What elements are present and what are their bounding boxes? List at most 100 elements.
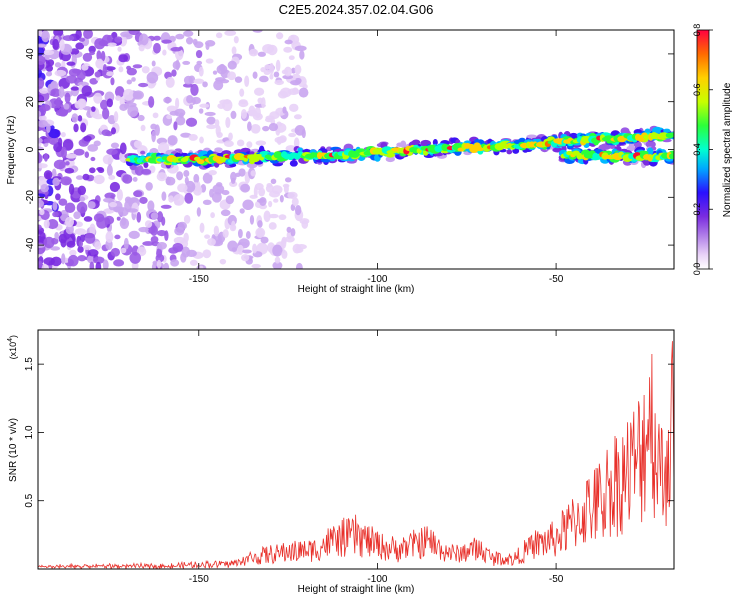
heatmap-blob (51, 168, 57, 178)
heatmap-blob (174, 200, 181, 206)
heatmap-blob (46, 218, 59, 230)
heatmap-blob (138, 82, 149, 88)
heatmap-blob (138, 226, 149, 233)
heatmap-blob (161, 191, 167, 201)
snr-series-line (38, 341, 674, 569)
snr-y-label: SNR (10 * v/v) (8, 418, 19, 482)
heatmap-y-tick-label: -20 (25, 190, 36, 205)
heatmap-blob (59, 39, 65, 52)
heatmap-blob (102, 64, 108, 76)
heatmap-blob (212, 70, 218, 75)
heatmap-blob (54, 69, 67, 77)
heatmap-blob (93, 113, 104, 120)
heatmap-blob (69, 249, 77, 256)
heatmap-blob (252, 243, 258, 254)
heatmap-blob (266, 44, 278, 56)
heatmap-blob (50, 246, 61, 251)
heatmap-blob (240, 183, 251, 193)
heatmap-blob (274, 79, 284, 86)
heatmap-ridge-blob (526, 134, 538, 139)
heatmap-blob (55, 97, 62, 109)
heatmap-blob (53, 159, 66, 170)
heatmap-blob (152, 112, 159, 119)
heatmap-blob (223, 140, 234, 148)
heatmap-blob (43, 219, 50, 229)
heatmap-blob (93, 92, 103, 104)
heatmap-blob (294, 204, 302, 216)
heatmap-blob (66, 240, 76, 248)
heatmap-blob (124, 196, 132, 204)
heatmap-blob (165, 176, 176, 186)
heatmap-blob (233, 35, 239, 44)
heatmap-ridge-blob (626, 145, 636, 152)
heatmap-blob (269, 73, 274, 80)
heatmap-blob (144, 220, 153, 228)
heatmap-blob (142, 241, 155, 246)
heatmap-blob (219, 99, 231, 105)
heatmap-blob (48, 128, 60, 139)
heatmap-blob (89, 167, 96, 174)
heatmap-blob (194, 41, 204, 49)
heatmap-blob (183, 214, 191, 224)
heatmap-blob (75, 30, 82, 40)
colorbar-tick-label: 0.6 (692, 83, 702, 96)
heatmap-blob (73, 148, 85, 156)
heatmap-blob (244, 75, 250, 88)
heatmap-blob (52, 211, 59, 218)
heatmap-blob (38, 224, 42, 230)
heatmap-blob (106, 148, 118, 155)
heatmap-blob (191, 96, 201, 105)
heatmap-blob (38, 230, 43, 235)
heatmap-blob (93, 213, 105, 223)
heatmap-blob (186, 249, 197, 258)
heatmap-blob (79, 196, 86, 202)
heatmap-blob (58, 86, 65, 98)
heatmap-blob (129, 251, 142, 264)
heatmap-blob (271, 185, 283, 195)
heatmap-blob (114, 36, 123, 43)
heatmap-blob (179, 112, 184, 119)
heatmap-blob (153, 35, 162, 41)
snr-y-tick-label: 0.5 (24, 493, 35, 507)
heatmap-blob (198, 66, 204, 77)
heatmap-blob (145, 182, 153, 191)
heatmap-blob (64, 92, 71, 104)
heatmap-blob (283, 66, 293, 77)
heatmap-x-tick-label: -100 (367, 274, 387, 285)
heatmap-blob (166, 105, 178, 113)
heatmap-blob (175, 97, 180, 110)
heatmap-blob (153, 42, 161, 54)
heatmap-blob (140, 124, 146, 132)
heatmap-blob (58, 233, 67, 244)
heatmap-blob (119, 151, 126, 163)
heatmap-blob (227, 71, 237, 81)
heatmap-blob (176, 171, 184, 181)
heatmap-blob (104, 215, 115, 225)
heatmap-blob (156, 172, 168, 182)
heatmap-blob (183, 75, 193, 85)
heatmap-blob (46, 123, 51, 134)
heatmap-blob (199, 222, 205, 234)
heatmap-blob (65, 224, 74, 235)
heatmap-blob (53, 142, 63, 153)
heatmap-blob (136, 211, 142, 223)
heatmap-blob (133, 190, 143, 198)
heatmap-blob (251, 263, 261, 269)
heatmap-blob (273, 71, 280, 78)
heatmap-blob (104, 66, 116, 71)
heatmap-blob (123, 88, 134, 101)
heatmap-blob (257, 51, 266, 57)
heatmap-blob (245, 231, 251, 239)
heatmap-blob (89, 77, 98, 85)
snr-y-tick-label: 1.0 (24, 425, 35, 439)
heatmap-blob (220, 209, 231, 217)
heatmap-blob (55, 193, 61, 201)
heatmap-blob (274, 256, 281, 264)
heatmap-blob (139, 196, 148, 204)
heatmap-blob (273, 198, 279, 203)
heatmap-blob (206, 124, 217, 130)
heatmap-blob (242, 199, 254, 211)
heatmap-ridge-blob (143, 162, 149, 168)
heatmap-blob (89, 261, 95, 269)
heatmap-blob (172, 60, 181, 70)
